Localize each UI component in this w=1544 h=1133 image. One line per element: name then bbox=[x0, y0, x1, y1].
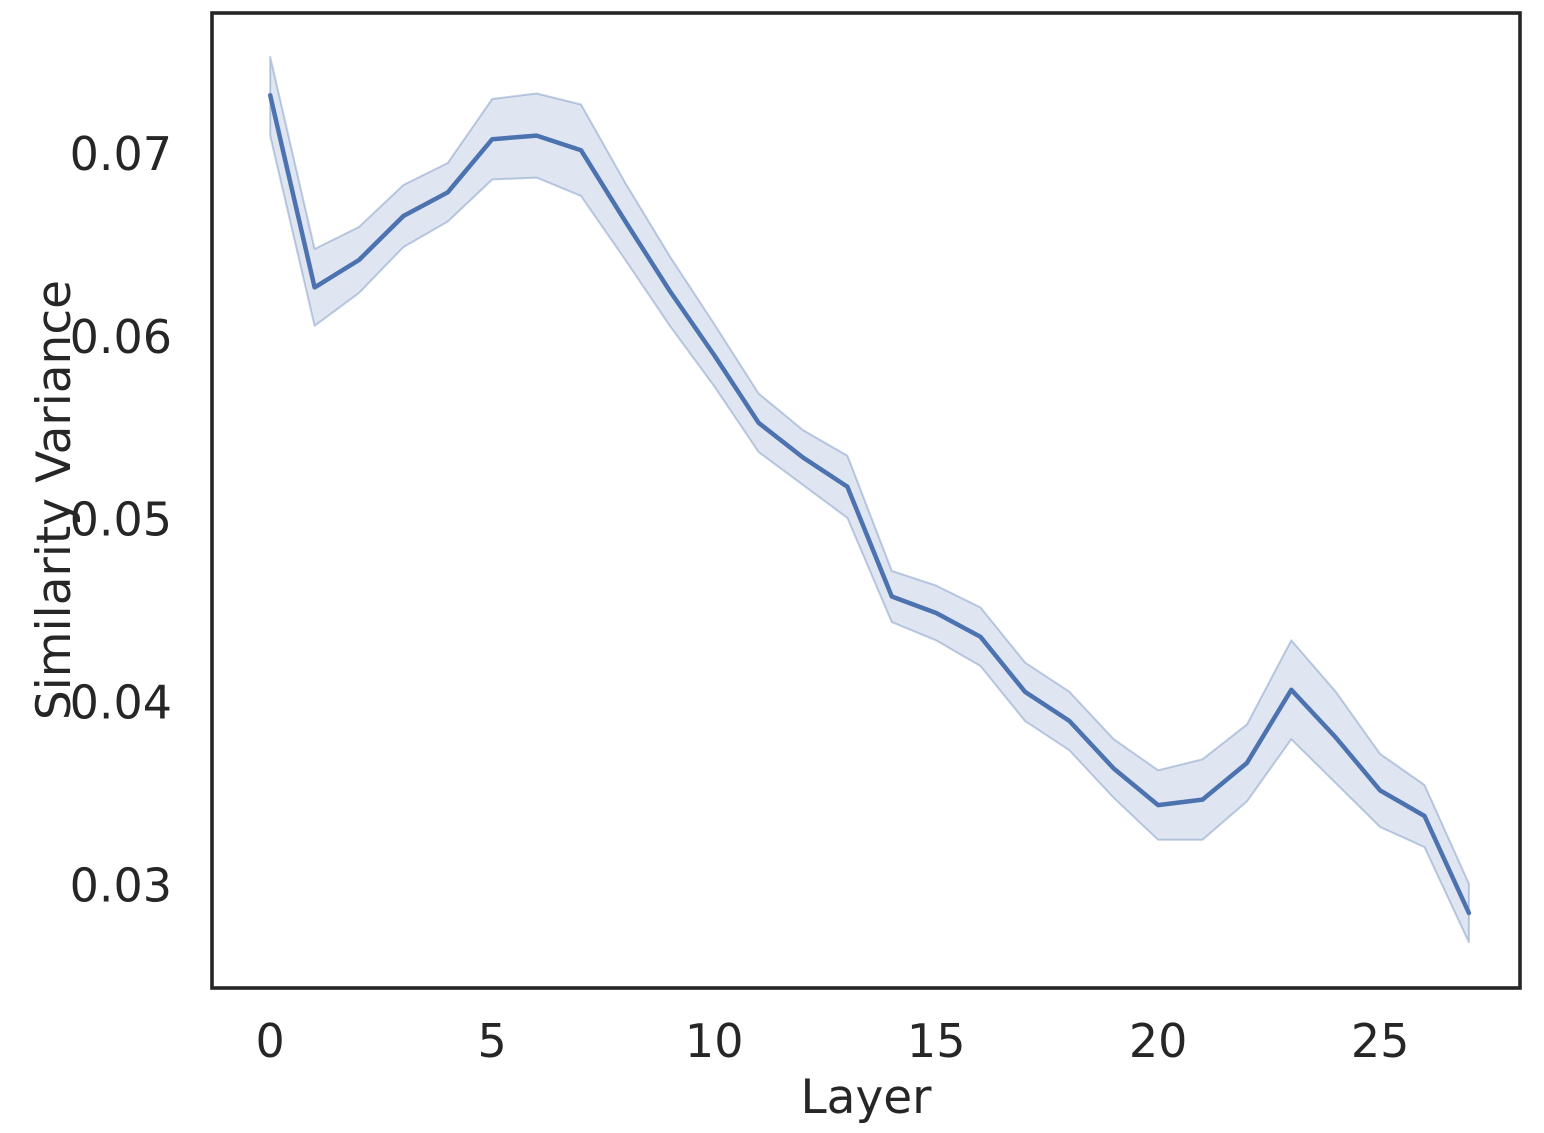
y-tick-label: 0.06 bbox=[70, 310, 172, 364]
y-tick-label: 0.03 bbox=[70, 859, 172, 913]
x-tick-label: 10 bbox=[685, 1014, 744, 1068]
y-axis-label: Similarity Variance bbox=[27, 280, 82, 720]
y-tick-label: 0.05 bbox=[70, 493, 172, 547]
x-tick-label: 20 bbox=[1129, 1014, 1188, 1068]
x-tick-label: 5 bbox=[478, 1014, 507, 1068]
confidence-band bbox=[269, 55, 1470, 944]
plot-area bbox=[210, 11, 1522, 990]
similarity-variance-line bbox=[267, 93, 1472, 916]
x-tick-label: 0 bbox=[256, 1014, 285, 1068]
x-tick-label: 15 bbox=[907, 1014, 966, 1068]
x-axis-label: Layer bbox=[800, 1070, 932, 1125]
y-tick-label: 0.04 bbox=[70, 676, 172, 730]
x-tick-label: 25 bbox=[1351, 1014, 1410, 1068]
y-tick-label: 0.07 bbox=[70, 127, 172, 181]
